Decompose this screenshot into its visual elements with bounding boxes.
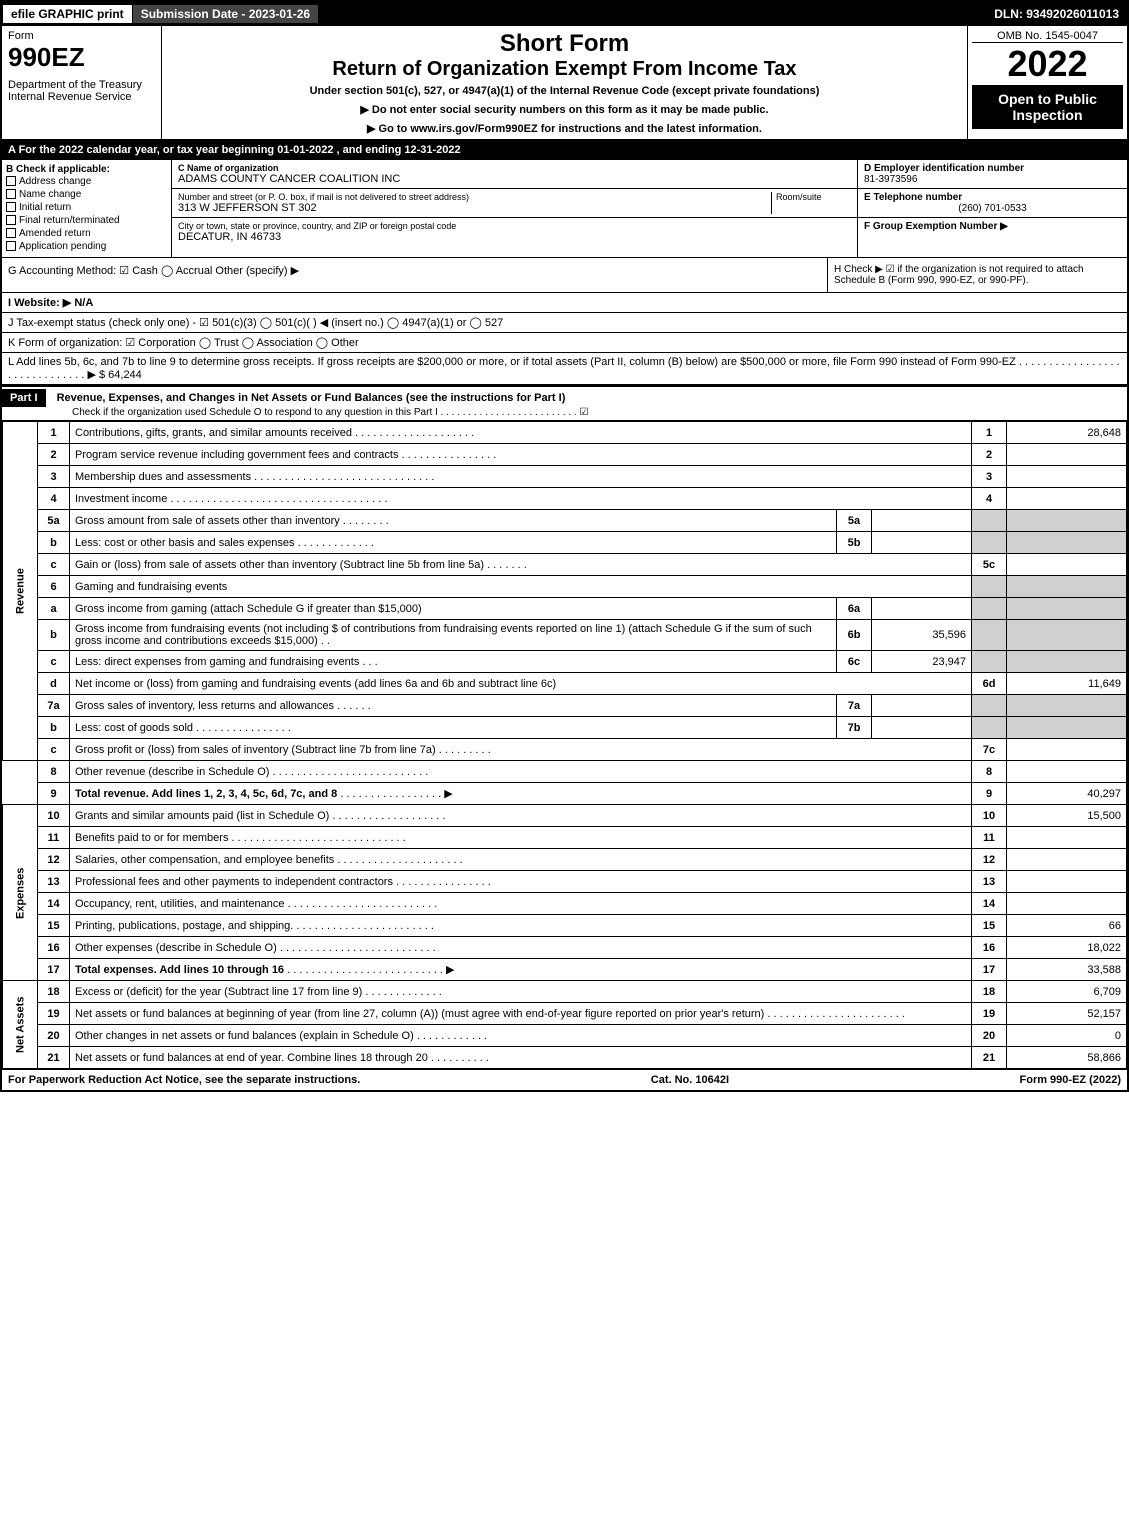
no-ssn-notice: ▶ Do not enter social security numbers o… (166, 103, 963, 116)
section-c: C Name of organization ADAMS COUNTY CANC… (172, 160, 857, 257)
ein-value: 81-3973596 (864, 174, 1121, 185)
section-def: D Employer identification number 81-3973… (857, 160, 1127, 257)
part1-check: Check if the organization used Schedule … (2, 407, 1127, 418)
short-form-title: Short Form (166, 30, 963, 58)
footer: For Paperwork Reduction Act Notice, see … (2, 1069, 1127, 1090)
check-pending[interactable]: Application pending (6, 240, 167, 253)
group-exempt-label: F Group Exemption Number ▶ (864, 221, 1121, 232)
info-section: B Check if applicable: Address change Na… (2, 160, 1127, 258)
org-name-label: C Name of organization (178, 163, 851, 173)
under-section: Under section 501(c), 527, or 4947(a)(1)… (166, 85, 963, 97)
phone-label: E Telephone number (864, 192, 1121, 203)
department: Department of the Treasury Internal Reve… (8, 79, 155, 103)
section-h: H Check ▶ ☑ if the organization is not r… (827, 258, 1127, 292)
org-name: ADAMS COUNTY CANCER COALITION INC (178, 173, 851, 185)
section-a: A For the 2022 calendar year, or tax yea… (2, 141, 1127, 160)
ein-label: D Employer identification number (864, 163, 1121, 174)
footer-paperwork: For Paperwork Reduction Act Notice, see … (8, 1074, 360, 1086)
return-title: Return of Organization Exempt From Incom… (166, 58, 963, 81)
tax-year: 2022 (972, 43, 1123, 85)
footer-catno: Cat. No. 10642I (651, 1074, 729, 1086)
check-address[interactable]: Address change (6, 175, 167, 188)
part1-header-row: Part I Revenue, Expenses, and Changes in… (2, 385, 1127, 421)
footer-formno: Form 990-EZ (2022) (1020, 1074, 1121, 1086)
part1-label: Part I (2, 389, 46, 407)
open-inspection: Open to Public Inspection (972, 85, 1123, 129)
check-name[interactable]: Name change (6, 188, 167, 201)
netassets-side-label: Net Assets (3, 981, 38, 1069)
part1-title: Revenue, Expenses, and Changes in Net As… (49, 392, 566, 404)
line1-val: 28,648 (1007, 422, 1127, 444)
line1-desc: Contributions, gifts, grants, and simila… (75, 427, 352, 439)
form-number: 990EZ (8, 42, 155, 73)
form-990ez-document: efile GRAPHIC print Submission Date - 20… (0, 0, 1129, 1092)
goto-link[interactable]: ▶ Go to www.irs.gov/Form990EZ for instru… (166, 122, 963, 135)
form-label: Form (8, 30, 155, 42)
street: 313 W JEFFERSON ST 302 (178, 202, 771, 214)
omb-number: OMB No. 1545-0047 (972, 30, 1123, 43)
section-b: B Check if applicable: Address change Na… (2, 160, 172, 257)
check-amended[interactable]: Amended return (6, 227, 167, 240)
topbar: efile GRAPHIC print Submission Date - 20… (2, 2, 1127, 26)
section-g: G Accounting Method: ☑ Cash ◯ Accrual Ot… (2, 258, 827, 292)
check-initial[interactable]: Initial return (6, 201, 167, 214)
city: DECATUR, IN 46733 (178, 231, 851, 243)
section-i: I Website: ▶ N/A (2, 293, 1127, 313)
expenses-side-label: Expenses (3, 805, 38, 981)
section-l: L Add lines 5b, 6c, and 7b to line 9 to … (2, 353, 1127, 385)
section-k: K Form of organization: ☑ Corporation ◯ … (2, 333, 1127, 353)
check-final[interactable]: Final return/terminated (6, 214, 167, 227)
phone-value: (260) 701-0533 (864, 203, 1121, 214)
section-b-label: B Check if applicable: (6, 164, 167, 175)
dln: DLN: 93492026011013 (986, 5, 1127, 23)
submission-date: Submission Date - 2023-01-26 (133, 5, 318, 23)
room-label: Room/suite (771, 192, 851, 214)
form-header: Form 990EZ Department of the Treasury In… (2, 26, 1127, 141)
city-label: City or town, state or province, country… (178, 221, 851, 231)
revenue-side-label: Revenue (3, 422, 38, 761)
street-label: Number and street (or P. O. box, if mail… (178, 192, 771, 202)
part1-table: Revenue 1 Contributions, gifts, grants, … (2, 421, 1127, 1069)
section-j: J Tax-exempt status (check only one) - ☑… (2, 313, 1127, 333)
efile-print[interactable]: efile GRAPHIC print (2, 4, 133, 24)
